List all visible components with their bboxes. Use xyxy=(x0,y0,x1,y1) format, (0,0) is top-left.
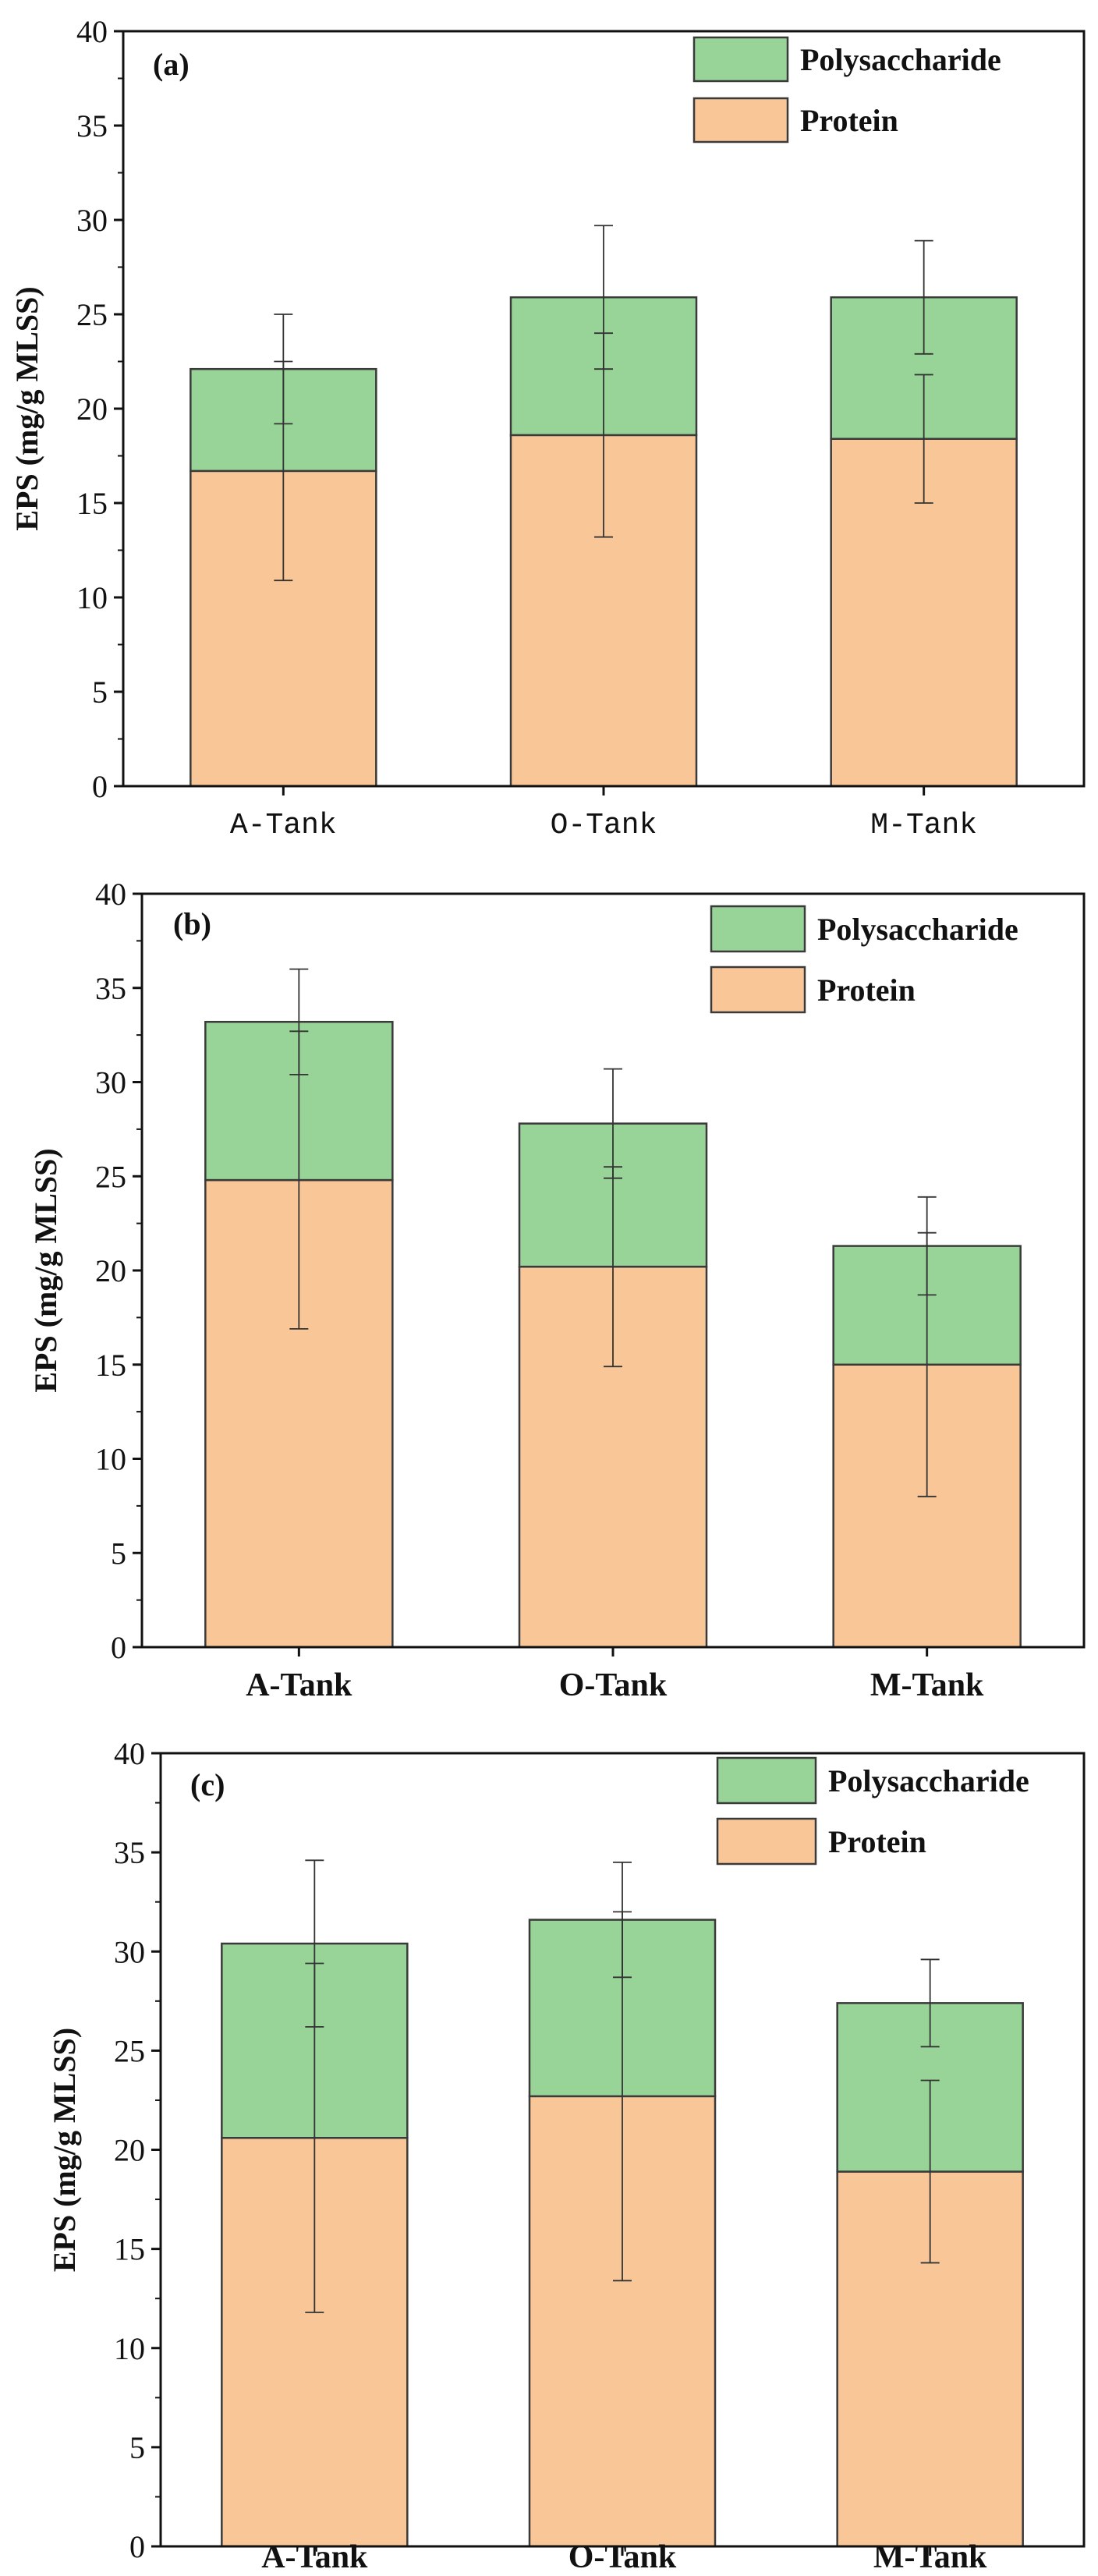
y-tick-label: 10 xyxy=(76,580,108,615)
y-tick-label: 30 xyxy=(114,1934,145,1969)
x-tick-label-A-Tank: A-Tank xyxy=(246,1667,352,1703)
legend-swatch-polysaccharide xyxy=(692,36,789,83)
y-tick-label: 0 xyxy=(111,1630,126,1665)
y-tick-label: 25 xyxy=(76,297,108,332)
y-axis-title: EPS (mg/g MLSS) xyxy=(47,2028,82,2272)
panel-label: (a) xyxy=(153,47,189,82)
legend-swatch-polysaccharide xyxy=(710,905,806,953)
x-tick-label-A-Tank: A-Tank xyxy=(230,809,337,842)
y-tick-label: 15 xyxy=(76,486,108,521)
x-tick-label-O-Tank: O-Tank xyxy=(551,809,657,842)
y-tick-label: 35 xyxy=(95,971,126,1006)
y-axis-title: EPS (mg/g MLSS) xyxy=(9,286,44,530)
y-tick-label: 25 xyxy=(114,2033,145,2068)
y-tick-label: 35 xyxy=(76,108,108,144)
x-tick-label-A-Tank: A-Tank xyxy=(261,2539,368,2575)
x-tick-label-O-Tank: O-Tank xyxy=(559,1667,668,1703)
y-tick-label: 10 xyxy=(114,2331,145,2366)
y-tick-label: 20 xyxy=(76,392,108,427)
y-tick-label: 25 xyxy=(95,1159,126,1194)
legend-label-protein: Protein xyxy=(828,1824,926,1859)
legend-label-protein: Protein xyxy=(800,103,898,138)
y-tick-label: 0 xyxy=(92,769,108,804)
legend-swatch-protein xyxy=(716,1817,817,1866)
y-axis-title: EPS (mg/g MLSS) xyxy=(28,1148,63,1392)
y-tick-label: 0 xyxy=(129,2529,145,2564)
legend-label-polysaccharide: Polysaccharide xyxy=(800,42,1001,77)
y-tick-label: 35 xyxy=(114,1835,145,1870)
y-tick-label: 30 xyxy=(95,1065,126,1100)
x-tick-label-M-Tank: M-Tank xyxy=(870,1667,984,1703)
y-tick-label: 5 xyxy=(129,2430,145,2465)
y-tick-label: 5 xyxy=(92,675,108,710)
y-tick-label: 40 xyxy=(76,14,108,49)
legend-swatch-protein xyxy=(710,966,806,1014)
y-tick-label: 5 xyxy=(111,1536,126,1571)
x-tick-label-M-Tank: M-Tank xyxy=(873,2539,987,2575)
legend-label-polysaccharide: Polysaccharide xyxy=(828,1763,1029,1798)
y-tick-label: 15 xyxy=(114,2232,145,2267)
y-tick-label: 20 xyxy=(114,2133,145,2168)
chart-panel-3: 0 5 10 15 20 25 30 35 40 A-Tank O-Tank M-Tank EPS (m… xyxy=(47,1736,1086,2575)
chart-panel-2: 0 5 10 15 20 25 30 35 40 A-Tank O-Tank M-Tank EPS (m… xyxy=(28,877,1086,1703)
chart-panel-1: 0 5 10 15 20 25 30 35 40 A-Tank O-Tank M-Tank EPS (m… xyxy=(9,14,1086,842)
y-tick-label: 40 xyxy=(95,877,126,912)
x-tick-label-O-Tank: O-Tank xyxy=(568,2539,677,2575)
legend-swatch-polysaccharide xyxy=(716,1756,817,1805)
y-tick-label: 15 xyxy=(95,1348,126,1383)
legend-label-protein: Protein xyxy=(817,973,916,1008)
y-tick-label: 10 xyxy=(95,1442,126,1477)
x-tick-label-M-Tank: M-Tank xyxy=(870,809,977,842)
y-tick-label: 30 xyxy=(76,203,108,238)
legend-swatch-protein xyxy=(692,97,789,144)
panel-label: (b) xyxy=(173,906,211,941)
legend-label-polysaccharide: Polysaccharide xyxy=(817,912,1018,947)
panel-label: (c) xyxy=(190,1767,225,1802)
y-tick-label: 20 xyxy=(95,1253,126,1288)
y-tick-label: 40 xyxy=(114,1736,145,1771)
